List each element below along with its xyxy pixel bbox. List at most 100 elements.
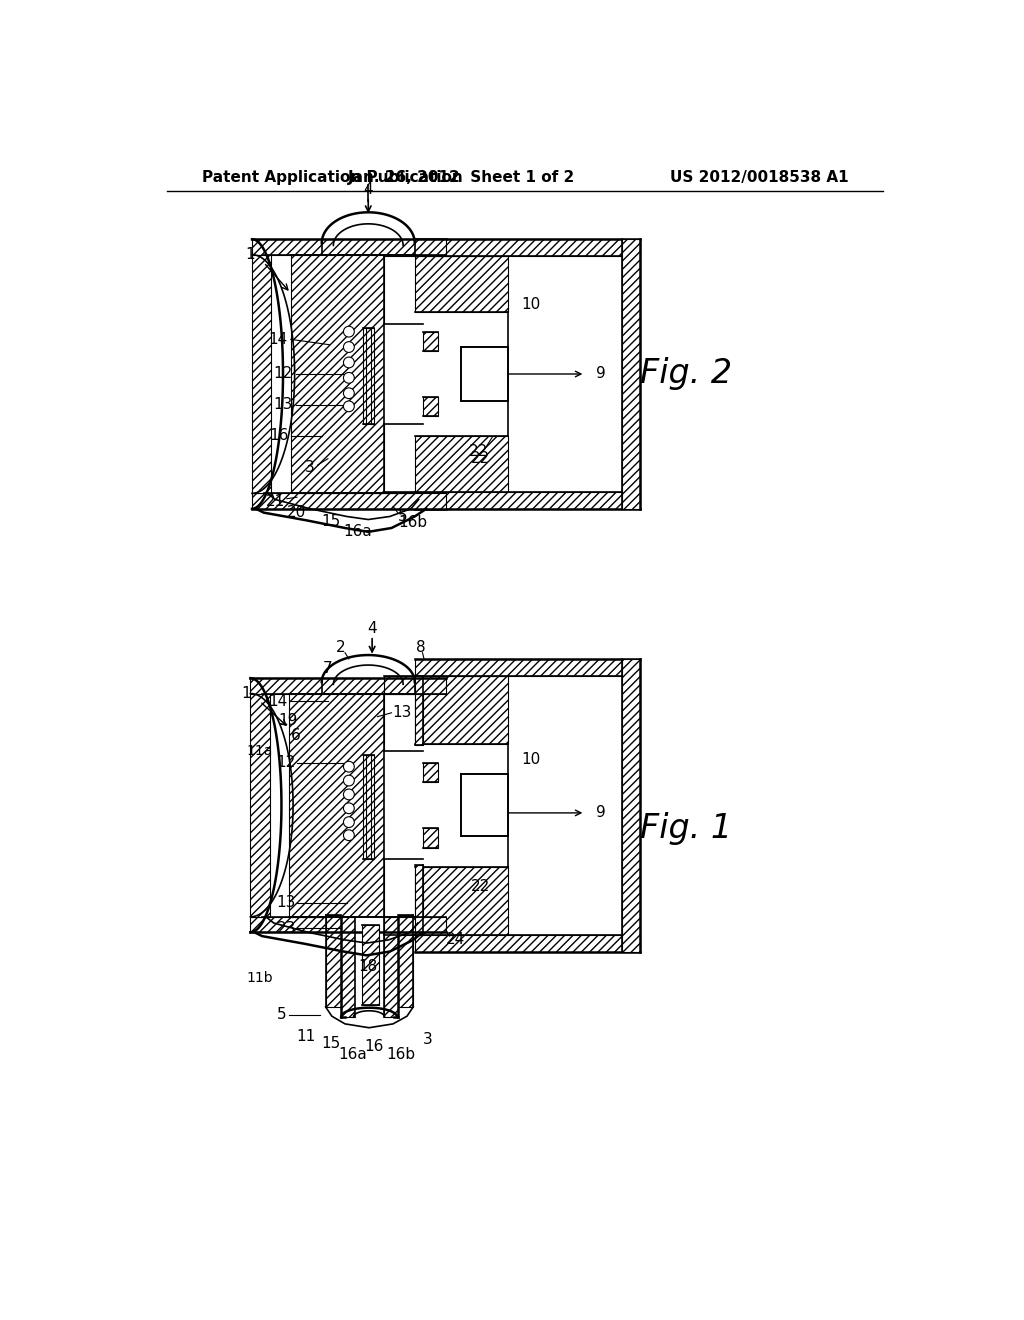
- Text: Fig. 1: Fig. 1: [640, 812, 732, 845]
- Bar: [384, 323, 423, 424]
- Text: 16: 16: [365, 1039, 384, 1055]
- Bar: [623, 239, 640, 508]
- Text: 11: 11: [297, 1028, 315, 1044]
- Bar: [251, 693, 270, 917]
- Text: 16b: 16b: [398, 515, 428, 531]
- Text: 22: 22: [469, 444, 487, 458]
- Bar: [384, 917, 415, 935]
- Text: 12: 12: [276, 755, 296, 771]
- Text: 13: 13: [273, 397, 293, 412]
- Text: Jan. 26, 2012  Sheet 1 of 2: Jan. 26, 2012 Sheet 1 of 2: [347, 170, 574, 185]
- Bar: [461, 347, 508, 401]
- Text: Fig. 2: Fig. 2: [640, 358, 732, 391]
- Text: US 2012/0018538 A1: US 2012/0018538 A1: [670, 170, 849, 185]
- Bar: [415, 256, 508, 313]
- Bar: [397, 915, 414, 1007]
- Text: 3: 3: [305, 461, 315, 475]
- Bar: [384, 676, 415, 693]
- Text: 16: 16: [269, 428, 289, 444]
- Bar: [461, 775, 508, 836]
- Text: 10: 10: [521, 751, 541, 767]
- Text: 4: 4: [368, 620, 377, 636]
- Bar: [252, 494, 445, 508]
- Text: 13: 13: [276, 895, 296, 911]
- Circle shape: [343, 830, 354, 841]
- Text: 9: 9: [596, 367, 605, 381]
- Text: 19: 19: [279, 713, 298, 729]
- Text: 20: 20: [288, 506, 306, 520]
- Circle shape: [343, 342, 354, 352]
- Bar: [362, 924, 379, 1006]
- Text: 16a: 16a: [344, 524, 373, 540]
- Circle shape: [343, 388, 354, 399]
- Text: 14: 14: [268, 331, 287, 347]
- Bar: [423, 763, 438, 781]
- Bar: [423, 331, 438, 351]
- Bar: [415, 659, 640, 676]
- Text: 3: 3: [423, 1032, 433, 1047]
- Text: 23: 23: [276, 921, 296, 936]
- Text: 1: 1: [242, 686, 251, 701]
- Text: 2: 2: [336, 640, 346, 655]
- Bar: [384, 492, 415, 494]
- Bar: [415, 676, 508, 743]
- Bar: [251, 917, 445, 932]
- Circle shape: [343, 401, 354, 412]
- Bar: [341, 917, 355, 1016]
- Text: 4: 4: [364, 182, 373, 197]
- Bar: [326, 915, 341, 1007]
- Bar: [415, 436, 508, 492]
- Circle shape: [343, 372, 354, 383]
- Bar: [384, 255, 415, 256]
- Text: 7: 7: [324, 660, 333, 676]
- Bar: [252, 239, 445, 255]
- Circle shape: [343, 326, 354, 337]
- Bar: [415, 866, 423, 935]
- Text: 16b: 16b: [386, 1047, 416, 1063]
- Circle shape: [343, 358, 354, 368]
- Text: 24: 24: [445, 932, 465, 948]
- Bar: [415, 256, 623, 492]
- Text: 13: 13: [392, 705, 412, 721]
- Bar: [289, 693, 384, 917]
- Text: 1: 1: [246, 247, 255, 263]
- Text: 9: 9: [596, 805, 605, 821]
- Text: 18: 18: [358, 960, 378, 974]
- Text: 8: 8: [416, 640, 426, 655]
- Bar: [423, 829, 438, 847]
- Bar: [291, 255, 384, 494]
- Bar: [252, 255, 271, 494]
- Text: 5: 5: [276, 1007, 287, 1022]
- Circle shape: [343, 817, 354, 828]
- Text: 22: 22: [471, 879, 490, 894]
- Text: 16a: 16a: [338, 1047, 368, 1063]
- Bar: [251, 678, 445, 693]
- Text: Patent Application Publication: Patent Application Publication: [202, 170, 463, 185]
- Bar: [415, 935, 640, 952]
- Bar: [415, 867, 508, 935]
- Text: 10: 10: [521, 297, 541, 313]
- Text: 15: 15: [322, 1036, 341, 1052]
- Circle shape: [343, 762, 354, 772]
- Text: 14: 14: [268, 694, 287, 709]
- Bar: [362, 327, 375, 424]
- Text: 21: 21: [265, 494, 285, 508]
- Bar: [384, 917, 397, 1016]
- Bar: [415, 676, 423, 744]
- Circle shape: [343, 803, 354, 813]
- Text: 12: 12: [273, 367, 293, 381]
- Text: 15: 15: [322, 515, 341, 529]
- Bar: [362, 755, 375, 859]
- Bar: [415, 676, 623, 935]
- Circle shape: [343, 789, 354, 800]
- Text: 22: 22: [471, 451, 490, 466]
- Text: 11b: 11b: [247, 972, 273, 986]
- Text: 5: 5: [398, 510, 408, 524]
- Bar: [415, 492, 640, 508]
- Bar: [415, 239, 640, 256]
- Bar: [384, 751, 423, 859]
- Bar: [355, 917, 384, 1016]
- Circle shape: [343, 775, 354, 785]
- Bar: [423, 397, 438, 416]
- Text: 6: 6: [291, 729, 301, 743]
